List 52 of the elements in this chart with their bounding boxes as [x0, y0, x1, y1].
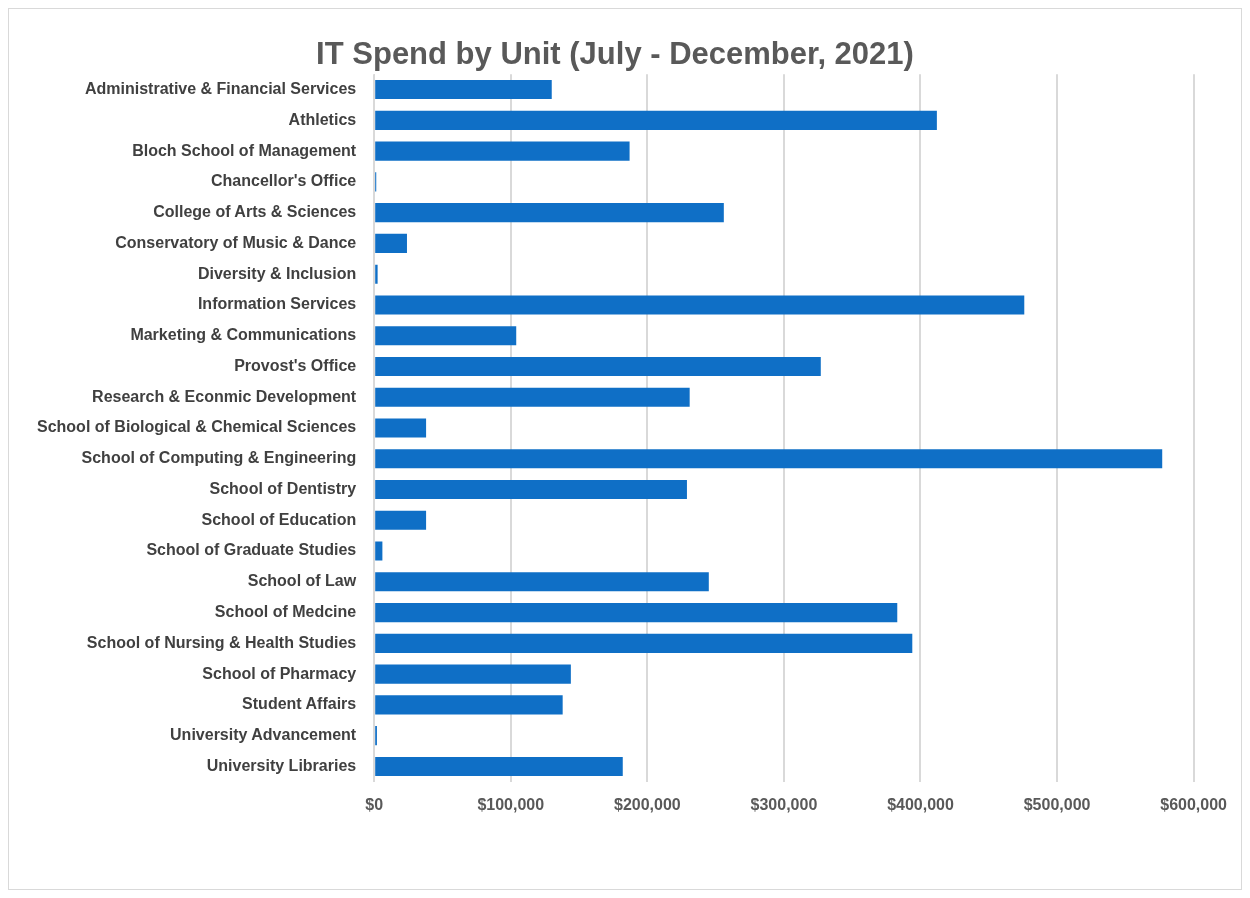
y-tick-label: Provost's Office [234, 356, 357, 374]
y-tick-label: Information Services [197, 295, 357, 313]
bar [375, 695, 563, 715]
y-tick-label: School of Law [247, 572, 357, 590]
x-tick-label: $600,000 [1160, 795, 1228, 813]
y-tick-label: Administrative & Financial Services [84, 79, 357, 97]
bar [375, 233, 407, 253]
bar [375, 572, 709, 592]
y-tick-label: School of Dentistry [209, 479, 357, 497]
x-tick-label: $400,000 [887, 795, 954, 813]
bar [375, 326, 517, 346]
bar [375, 449, 1163, 469]
y-tick-label: Chancellor's Office [211, 172, 357, 190]
bar [375, 295, 1025, 315]
y-tick-label: School of Computing & Engineering [81, 449, 357, 467]
y-tick-label: University Libraries [206, 756, 357, 774]
y-tick-label: University Advancement [170, 726, 357, 744]
x-tick-label: $300,000 [750, 795, 818, 813]
bar [375, 633, 913, 653]
chart-title: IT Spend by Unit (July - December, 2021) [316, 36, 914, 72]
bar [375, 756, 623, 776]
bar [375, 203, 724, 223]
y-tick-label: Conservatory of Music & Dance [115, 233, 357, 251]
y-tick-label: Diversity & Inclusion [197, 264, 357, 282]
bar [375, 141, 630, 161]
bar [375, 356, 821, 377]
x-tick-label: $100,000 [477, 795, 545, 813]
y-tick-label: Research & Econmic Development [92, 387, 357, 405]
y-tick-label: School of Pharmacy [202, 664, 357, 682]
bar [375, 510, 427, 530]
y-tick-label: Athletics [288, 110, 357, 128]
bar [375, 264, 378, 284]
bar [375, 80, 552, 100]
bar [375, 603, 898, 623]
y-tick-label: School of Medcine [214, 603, 357, 620]
bar [375, 110, 937, 130]
bar [375, 479, 687, 500]
y-tick-label: Student Affairs [242, 695, 357, 713]
x-tick-label: $500,000 [1023, 795, 1091, 813]
y-tick-label: Bloch School of Management [132, 141, 357, 159]
bar [375, 387, 690, 407]
y-tick-label: School of Biological & Chemical Sciences [36, 418, 357, 436]
x-tick-label: $200,000 [613, 795, 681, 813]
y-tick-label: School of Education [201, 510, 357, 528]
y-tick-label: School of Nursing & Health Studies [86, 633, 357, 651]
bar [375, 418, 427, 438]
y-tick-label: Marketing & Communications [130, 326, 357, 344]
x-tick-label: $0 [365, 795, 384, 813]
y-tick-label: School of Graduate Studies [146, 541, 357, 559]
bar [375, 541, 383, 561]
bar [375, 664, 571, 684]
y-tick-label: College of Arts & Sciences [153, 203, 357, 221]
